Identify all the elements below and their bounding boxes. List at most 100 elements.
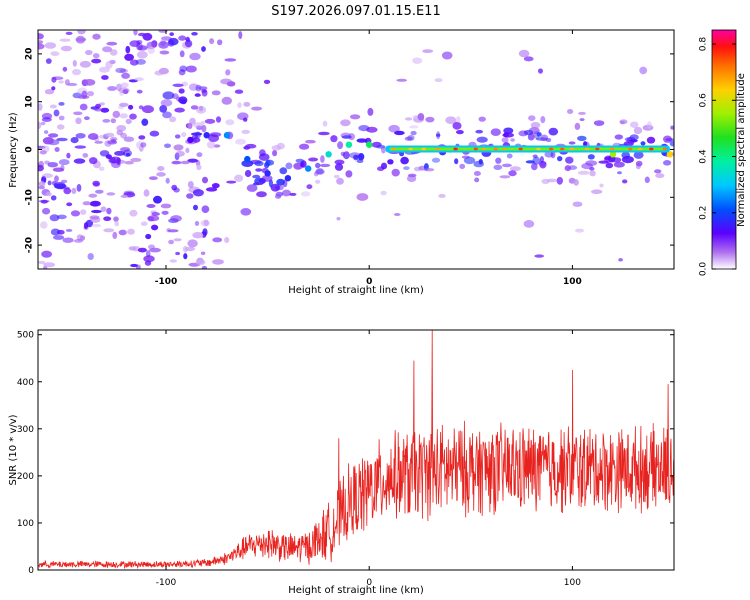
spectrogram-cell (90, 216, 101, 223)
spectrogram-cell (246, 184, 258, 192)
signal-band-peak (649, 147, 654, 151)
spectrogram-cell (106, 207, 112, 215)
spectrogram-cell (206, 141, 216, 149)
spectrogram-cell (456, 116, 461, 123)
spectrogram-cell (142, 32, 153, 41)
spectrogram-cell (422, 49, 434, 53)
spectrogram-cell (192, 232, 204, 239)
spectrogram-cell (518, 130, 528, 137)
signal-trace-point (223, 132, 231, 139)
spectrogram-cell (605, 162, 614, 169)
snr-ticks: -100 0 100 0 100 200 300 400 500 (17, 330, 674, 588)
spectrogram-cell (42, 207, 51, 215)
spectrogram-cell (186, 193, 194, 199)
spectrogram-cell (51, 86, 56, 91)
spectrogram-cell (115, 67, 127, 74)
spectrogram-cell (57, 214, 67, 220)
spectrogram-cell (75, 117, 82, 125)
spectrogram-cell (107, 86, 117, 91)
spectrogram-cell (478, 116, 486, 122)
spectrogram-cell (630, 121, 639, 128)
spectrogram-cell (99, 150, 110, 157)
spectrogram-cell (123, 136, 135, 142)
spectrogram-cell (380, 162, 388, 170)
spectrogram-cell (187, 239, 198, 248)
spectrogram-cell (58, 115, 65, 121)
spectrogram-cell (509, 166, 521, 172)
spectrogram-cell (201, 124, 207, 133)
spectrogram-cell (120, 82, 129, 88)
spectrogram-cell (74, 145, 87, 149)
spectrogram-cell (523, 220, 535, 228)
spectrogram-cell (299, 143, 310, 150)
spectrogram-cell (622, 179, 628, 184)
spectrogram-cell (263, 79, 271, 84)
spectrogram-cell (640, 141, 646, 146)
spectrogram-cell (187, 158, 199, 163)
spectrogram-cell (358, 125, 370, 132)
spectrogram-cell (157, 166, 165, 171)
spectrogram-cell (381, 145, 386, 154)
spectrogram-cell (234, 89, 244, 94)
spectrogram-cell (105, 61, 113, 69)
signal-band-peak (435, 147, 440, 151)
signal-band-peak (595, 147, 600, 151)
spectrogram-cell (63, 187, 72, 195)
spectrogram-cell (343, 151, 350, 160)
spectrogram-cell (367, 107, 374, 116)
spectrogram-cell (172, 83, 184, 88)
spectrogram-cell (202, 228, 208, 236)
spectrogram-cell (147, 46, 155, 54)
spectrogram-cell (187, 122, 193, 130)
spectrogram-cell (58, 80, 64, 84)
signal-band-peak (536, 147, 541, 151)
spectrogram-cell (396, 78, 408, 82)
spectrogram-cell (334, 163, 344, 171)
spectrogram-cell (143, 189, 150, 197)
spectrogram-cell (599, 183, 604, 188)
spectrogram-y-tick-label: -10 (25, 189, 35, 205)
spectrogram-cell (114, 221, 119, 227)
spectrogram-cell (589, 170, 596, 177)
spectrogram-cell (95, 189, 104, 194)
spectrogram-cell (42, 173, 53, 179)
spectrogram-cell (129, 113, 137, 120)
spectrogram-cell (173, 187, 180, 193)
spectrogram-cell (399, 151, 405, 157)
spectrogram-cell (215, 116, 222, 123)
spectrogram-cell (60, 45, 72, 52)
spectrogram-cell (639, 66, 648, 75)
spectrogram-cell (66, 202, 73, 207)
spectrogram-cell (190, 132, 203, 136)
spectrogram-cell (540, 116, 546, 124)
spectrogram-cell (95, 103, 102, 109)
spectrogram-cell (202, 176, 208, 184)
spectrogram-cell (614, 134, 623, 140)
spectrogram-cell (49, 104, 57, 109)
spectrogram-cell (38, 164, 44, 172)
spectrogram-cell (459, 163, 466, 170)
spectrogram-cell (575, 228, 584, 233)
spectrogram-cell (258, 153, 270, 161)
spectrogram-cell (285, 162, 293, 170)
signal-band-peak (481, 147, 487, 151)
spectrogram-cell (161, 210, 169, 215)
signal-band-core (389, 147, 666, 151)
spectrogram-cell (45, 58, 52, 64)
spectrogram-cell (147, 216, 155, 222)
spectrogram-cell (116, 125, 127, 132)
signal-trace-point (325, 151, 332, 158)
spectrogram-cell (224, 237, 230, 243)
spectrogram-cell (140, 221, 148, 226)
spectrogram-cell (550, 150, 556, 159)
spectrogram-cell (618, 258, 623, 262)
spectrogram-cell (473, 160, 485, 168)
spectrogram-cell (111, 138, 116, 143)
spectrogram-cell (265, 159, 275, 166)
spectrogram-cell (129, 209, 138, 217)
snr-x-tick-label: 100 (564, 578, 581, 588)
spectrogram-cell (226, 180, 237, 184)
spectrogram-cell (142, 105, 154, 114)
spectrogram-cell (101, 75, 109, 80)
spectrogram-cell (305, 139, 316, 144)
